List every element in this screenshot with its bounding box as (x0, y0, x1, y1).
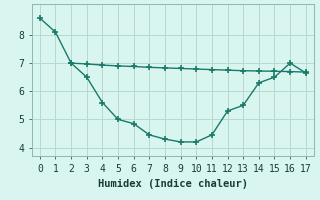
X-axis label: Humidex (Indice chaleur): Humidex (Indice chaleur) (98, 179, 248, 189)
